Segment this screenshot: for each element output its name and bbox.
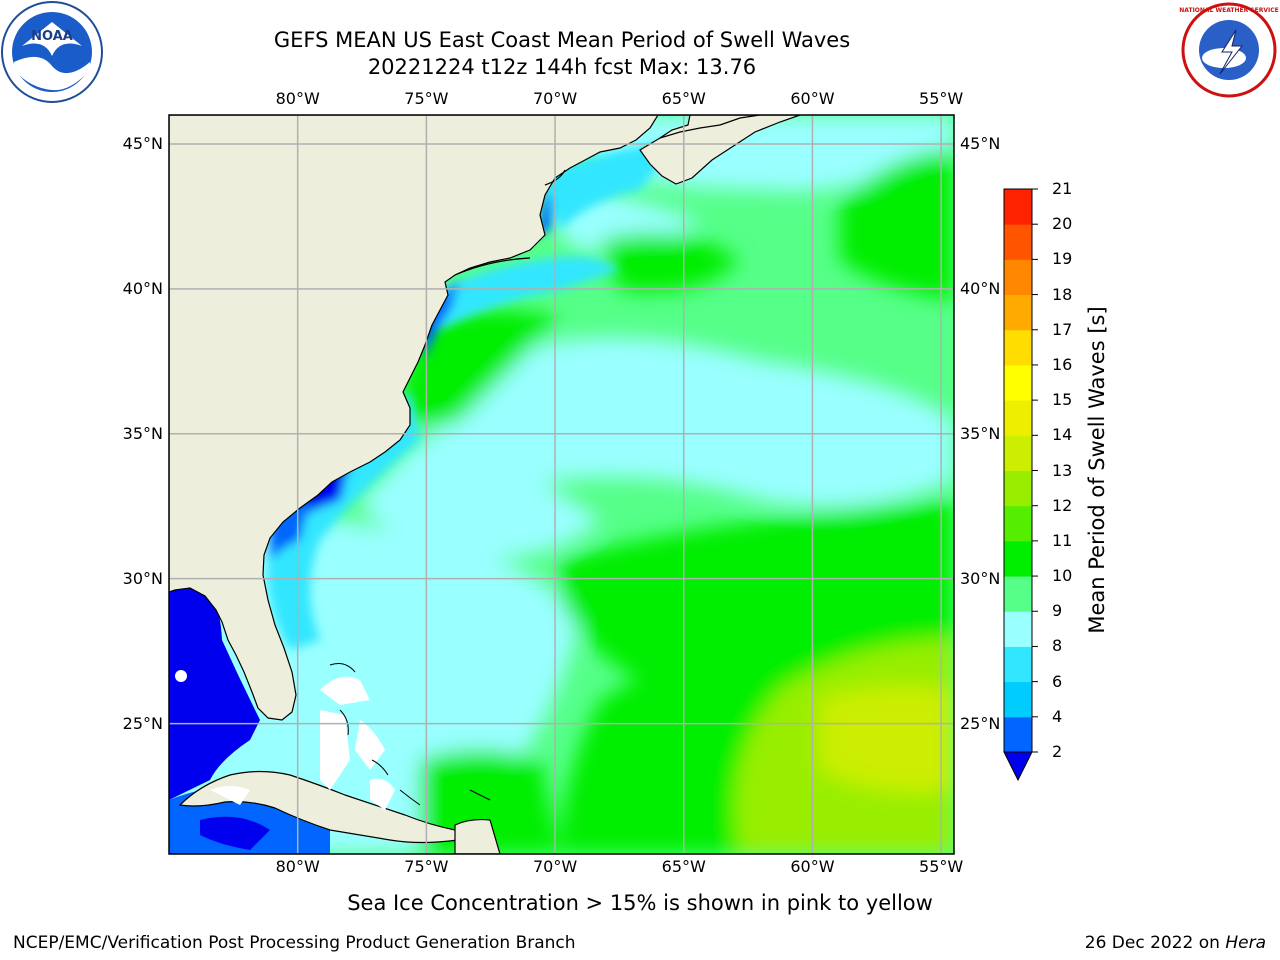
lat-tick-label-left: 30°N xyxy=(122,568,163,588)
bahamas-nodata xyxy=(210,676,395,810)
colorbar-tick-label: 15 xyxy=(1052,390,1073,410)
lat-tick-label-right: 25°N xyxy=(960,713,1001,733)
noaa-logo-icon: NOAA xyxy=(1,1,103,103)
colorbar-tick-label: 4 xyxy=(1052,706,1063,726)
lon-tick-label-bottom: 60°W xyxy=(790,857,835,876)
land-hispaniola xyxy=(454,818,501,854)
swell-period-field xyxy=(169,115,954,854)
colorbar-tick-label: 13 xyxy=(1052,460,1073,480)
date-text: 26 Dec 2022 on Hera xyxy=(1084,933,1266,953)
gridlines xyxy=(169,115,954,854)
colorbar-tick-label: 6 xyxy=(1052,671,1063,691)
colorbar-segment xyxy=(1004,364,1032,401)
gulf-of-mexico xyxy=(169,585,260,800)
colorbar-tick-label: 14 xyxy=(1052,425,1073,445)
colorbar-segment xyxy=(1004,294,1032,331)
map-frame xyxy=(168,114,955,855)
lon-tick-label-top: 55°W xyxy=(919,89,964,108)
lon-tick-label-bottom: 75°W xyxy=(404,857,449,876)
colorbar-tick-label: 21 xyxy=(1052,179,1073,198)
host-name: Hera xyxy=(1225,933,1266,953)
chart-title: GEFS MEAN US East Coast Mean Period of S… xyxy=(273,28,851,52)
colorbar-tick-label: 2 xyxy=(1052,742,1063,761)
nws-logo-text: NATIONAL WEATHER SERVICE xyxy=(1179,7,1278,14)
colorbar-segment xyxy=(1004,681,1032,718)
colorbar-segment xyxy=(1004,435,1032,471)
colorbar-tick-label: 17 xyxy=(1052,319,1073,339)
lat-tick-label-left: 35°N xyxy=(122,423,163,443)
colorbar-segment xyxy=(1004,505,1032,542)
lon-tick-label-top: 80°W xyxy=(275,89,320,108)
lon-tick-label-bottom: 55°W xyxy=(919,857,964,876)
colorbar-segment xyxy=(1004,540,1032,577)
lon-tick-label-top: 60°W xyxy=(790,89,835,108)
lat-tick-label-right: 45°N xyxy=(960,133,1001,153)
lon-tick-label-bottom: 80°W xyxy=(275,857,320,876)
credit-text: NCEP/EMC/Verification Post Processing Pr… xyxy=(13,933,576,953)
map-area xyxy=(169,115,954,854)
lat-tick-label-left: 25°N xyxy=(122,713,163,733)
colorbar-tick-label: 16 xyxy=(1052,354,1073,374)
lon-tick-label-top: 75°W xyxy=(404,89,449,108)
colorbar-segment xyxy=(1004,224,1032,260)
colorbar-segment xyxy=(1004,189,1032,225)
colorbar-tick-label: 11 xyxy=(1052,530,1073,550)
sea-ice-note: Sea Ice Concentration > 15% is shown in … xyxy=(347,891,933,915)
colorbar-tick-label: 20 xyxy=(1052,214,1073,234)
lon-tick-label-bottom: 65°W xyxy=(661,857,706,876)
colorbar-tick-label: 19 xyxy=(1052,249,1073,269)
colorbar-tick-label: 8 xyxy=(1052,636,1063,656)
colorbar-segment xyxy=(1004,400,1032,436)
noaa-logo-text: NOAA xyxy=(31,29,73,44)
colorbar-segment xyxy=(1004,576,1032,612)
colorbar-segment xyxy=(1004,716,1032,753)
colorbar xyxy=(1003,188,1038,782)
colorbar-segment xyxy=(1004,646,1032,683)
colorbar-tick-label: 12 xyxy=(1052,495,1073,515)
land-nova-scotia xyxy=(639,115,801,185)
bahamas-outline xyxy=(329,663,491,806)
colorbar-tick-label: 10 xyxy=(1052,566,1073,586)
colorbar-label: Mean Period of Swell Waves [s] xyxy=(1085,306,1109,634)
lon-tick-label-bottom: 70°W xyxy=(532,857,578,876)
colorbar-extend-arrow xyxy=(1003,751,1033,782)
lon-tick-label-top: 70°W xyxy=(532,89,578,108)
lat-tick-label-left: 45°N xyxy=(122,133,163,153)
lat-tick-label-right: 30°N xyxy=(960,568,1001,588)
colorbar-tick-label: 18 xyxy=(1052,284,1073,304)
colorbar-segment xyxy=(1004,611,1032,647)
chart-subtitle: 20221224 t12z 144h fcst Max: 13.76 xyxy=(367,55,757,79)
lon-tick-label-top: 65°W xyxy=(661,89,706,108)
lat-tick-label-right: 35°N xyxy=(960,423,1001,443)
nws-logo-icon: NATIONAL WEATHER SERVICE xyxy=(1179,2,1279,98)
lat-tick-label-left: 40°N xyxy=(122,278,163,298)
lat-tick-label-right: 40°N xyxy=(960,278,1001,298)
colorbar-segment xyxy=(1004,329,1032,366)
colorbar-tick-label: 9 xyxy=(1052,601,1063,621)
colorbar-segment xyxy=(1004,470,1032,507)
colorbar-segment xyxy=(1004,259,1032,296)
